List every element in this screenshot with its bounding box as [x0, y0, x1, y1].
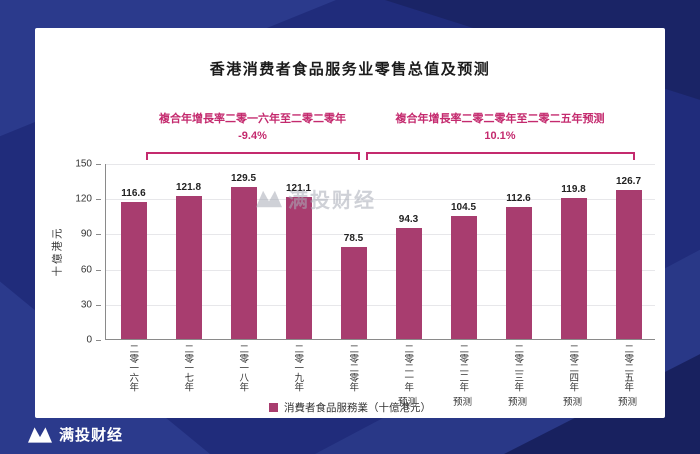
- x-axis-year: 二零一七年: [182, 344, 194, 392]
- cagr-annotation-value: -9.4%: [238, 130, 267, 143]
- y-tick-mark: [96, 234, 101, 236]
- x-axis-label: 二零二三年 预测: [490, 344, 545, 408]
- x-axis-label: 二零一六年: [105, 344, 160, 392]
- gridline: [106, 304, 655, 306]
- x-axis-year: 二零一八年: [237, 344, 249, 392]
- y-tick-mark: [96, 199, 101, 201]
- x-axis-label: 二零二零年: [325, 344, 380, 392]
- x-axis-labels: 二零一六年 二零一七年 二零一八年 二零一九年 二零二零年 二零二一年 预测 二零二二年 预测二…: [105, 344, 655, 408]
- gridline: [106, 269, 655, 271]
- bar-value-label: 104.5: [450, 202, 477, 214]
- legend-swatch: [269, 403, 278, 412]
- y-tick-mark: [96, 304, 101, 306]
- x-axis-forecast-tag: 预测: [397, 396, 417, 408]
- cagr-annotation-text: 複合年增長率二零二零年至二零二五年预测: [395, 113, 605, 125]
- x-axis-forecast-tag: 预测: [507, 396, 527, 408]
- cagr-annotation: 複合年增長率二零二零年至二零二五年预测 10.1%: [360, 112, 640, 145]
- y-tick-mark: [96, 340, 101, 341]
- bar: [120, 202, 147, 339]
- bar-value-label: 112.6: [506, 192, 531, 204]
- x-axis-forecast-tag: 预测: [617, 396, 637, 408]
- bar-slot: 121.8: [161, 164, 216, 339]
- gridline: [106, 234, 655, 236]
- chart-title: 香港消费者食品服务业零售总值及预测: [209, 61, 491, 78]
- y-axis-ticks: 150 120 90 60 30 0: [63, 159, 101, 346]
- bar-slot: 112.6: [491, 164, 546, 339]
- brand-name: 满投财经: [59, 427, 124, 444]
- bar-value-label: 78.5: [343, 232, 364, 244]
- x-axis-year: 二零二五年: [622, 344, 634, 392]
- bar: [285, 196, 312, 339]
- bar-slot: 94.3: [381, 164, 436, 339]
- bar-value-label: 119.8: [561, 184, 586, 196]
- x-axis-year: 二零一九年: [292, 344, 304, 392]
- y-tick-label: 120: [75, 193, 92, 205]
- bar-value-label: 121.8: [175, 182, 202, 194]
- x-axis-label: 二零二一年 预测: [380, 344, 435, 408]
- bar: [505, 206, 532, 339]
- cagr-annotation-text: 複合年增長率二零一六年至二零二零年: [159, 113, 346, 125]
- chart-card: 香港消费者食品服务业零售总值及预测 複合年增長率二零一六年至二零二零年 -9.4%…: [35, 28, 665, 418]
- cagr-bracket: [365, 152, 635, 160]
- x-axis-label: 二零二五年 预测: [600, 344, 655, 408]
- bar-value-label: 126.7: [615, 176, 642, 188]
- y-tick-label: 90: [80, 228, 92, 240]
- y-tick-mark: [96, 164, 101, 165]
- x-axis-year: 二零一六年: [127, 344, 139, 392]
- bar-slot: 116.6: [106, 164, 161, 339]
- bar-slot: 119.8: [546, 164, 601, 339]
- legend-label: 消費者食品服務業（十億港元）: [284, 402, 431, 414]
- bar: [615, 190, 642, 339]
- x-axis-year: 二零二零年: [347, 344, 359, 392]
- bar: [230, 187, 257, 339]
- bar: [450, 216, 477, 339]
- cagr-annotation: 複合年增長率二零一六年至二零二零年 -9.4%: [113, 112, 393, 145]
- bar-value-label: 121.1: [285, 182, 312, 194]
- x-axis-year: 二零二四年: [567, 344, 579, 392]
- brand-m-icon: [28, 426, 52, 443]
- bar-value-label: 94.3: [398, 214, 419, 226]
- x-axis-label: 二零二四年 预测: [545, 344, 600, 408]
- x-axis-forecast-tag: 预测: [452, 396, 472, 408]
- x-axis-label: 二零一七年: [160, 344, 215, 392]
- bar: [340, 246, 367, 339]
- bar-value-label: 129.5: [230, 173, 257, 185]
- gridline: [106, 164, 655, 165]
- x-axis-label: 二零一八年: [215, 344, 270, 392]
- y-tick-mark: [96, 269, 101, 271]
- brand-logo: 满投财经: [28, 424, 123, 445]
- y-tick-label: 60: [80, 264, 92, 276]
- legend: 消費者食品服務業（十億港元）: [35, 400, 665, 415]
- x-axis-label: 二零二二年 预测: [435, 344, 490, 408]
- bar-slot: 129.5: [216, 164, 271, 339]
- gridline: [106, 199, 655, 201]
- bar: [395, 228, 422, 339]
- bar-value-label: 116.6: [121, 188, 146, 200]
- x-axis-forecast-tag: 预测: [562, 396, 582, 408]
- cagr-bracket: [145, 152, 360, 160]
- bar-slot: 121.1: [271, 164, 326, 339]
- bar-slot: 126.7: [601, 164, 656, 339]
- x-axis-year: 二零二二年: [457, 344, 469, 392]
- y-tick-label: 0: [86, 334, 92, 346]
- x-axis-year: 二零二一年: [402, 344, 414, 392]
- cagr-annotation-value: 10.1%: [484, 130, 516, 143]
- plot-area: 满投财经 116.6 121.8 129.5 121.1 78.5 94.3 104.5 11…: [105, 164, 655, 340]
- bar-slot: 104.5: [436, 164, 491, 339]
- bar: [560, 198, 587, 339]
- y-tick-label: 30: [80, 299, 92, 311]
- y-tick-label: 150: [75, 158, 92, 170]
- bar: [175, 196, 202, 339]
- bar-slot: 78.5: [326, 164, 381, 339]
- x-axis-label: 二零一九年: [270, 344, 325, 392]
- x-axis-year: 二零二三年: [512, 344, 524, 392]
